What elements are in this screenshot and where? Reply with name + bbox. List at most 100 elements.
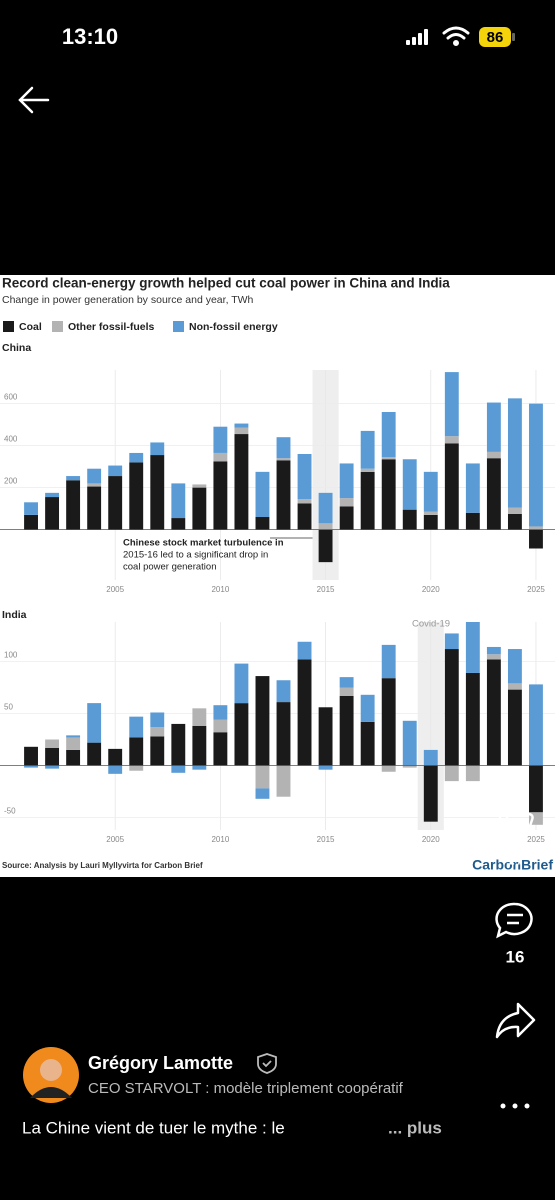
more-button[interactable] (500, 1103, 530, 1109)
bar-segment (339, 463, 354, 499)
status-time: 13:10 (62, 24, 118, 49)
bar-segment (66, 735, 81, 738)
bar-segment (318, 529, 333, 563)
bar-segment (234, 434, 249, 530)
battery-icon (479, 27, 511, 47)
bar-segment (465, 512, 480, 530)
bar-segment (45, 492, 60, 498)
bar-segment (529, 765, 543, 813)
bar-segment (276, 437, 291, 459)
bar-segment (24, 765, 38, 768)
x-tick-label: 2015 (317, 585, 335, 594)
back-button[interactable] (18, 86, 50, 114)
verified-icon (257, 1053, 277, 1074)
bar-segment (381, 412, 396, 458)
bar-segment (360, 471, 375, 530)
bar-segment (297, 454, 312, 500)
bar-segment (360, 694, 375, 722)
bar-segment (255, 788, 270, 799)
x-tick-label: 2020 (422, 585, 440, 594)
share-button[interactable] (495, 1002, 536, 1039)
bar-segment (255, 471, 270, 517)
bar-segment (192, 708, 207, 726)
bar-segment (255, 676, 270, 766)
x-tick-label: 2010 (211, 585, 229, 594)
bar-segment (150, 455, 165, 530)
bar-segment (507, 649, 522, 684)
bar-segment (529, 403, 543, 527)
bar-segment (486, 654, 501, 660)
bar-segment (66, 476, 81, 481)
bar-segment (234, 427, 249, 435)
bar-segment (360, 430, 375, 469)
like-count: 17 (506, 849, 525, 868)
bar-segment (444, 765, 459, 782)
bar-segment (87, 703, 102, 743)
bar-segment (45, 747, 60, 766)
bar-segment (276, 460, 291, 530)
bar-segment (108, 765, 123, 774)
bar-segment (276, 458, 291, 461)
bar-segment (150, 442, 165, 456)
bar-segment (108, 465, 123, 477)
panel-title: India (2, 609, 27, 621)
bar-segment (381, 765, 396, 772)
bar-segment (192, 487, 207, 530)
y-tick-label: 50 (4, 703, 13, 712)
y-tick-label: -50 (4, 807, 16, 816)
bar-segment (339, 506, 354, 530)
bar-segment (45, 765, 60, 769)
bar-segment (529, 526, 543, 530)
battery-tip (512, 33, 515, 41)
bar-segment (486, 402, 501, 452)
bar-segment (213, 426, 228, 453)
bar-segment (381, 459, 396, 530)
bar-segment (297, 641, 312, 660)
bar-segment (150, 712, 165, 728)
figure-title: Record clean-energy growth helped cut co… (2, 276, 450, 291)
bar-segment (423, 511, 438, 515)
bar-segment (87, 742, 102, 766)
figure-logo: CarbonBrief (472, 857, 553, 873)
bar-segment (423, 765, 438, 822)
bar-segment (381, 457, 396, 460)
bar-segment (318, 523, 333, 530)
bar-segment (171, 765, 186, 773)
bar-segment (234, 663, 249, 704)
bar-segment (402, 765, 417, 768)
bar-segment (465, 765, 480, 782)
bar-segment (297, 659, 312, 766)
bar-segment (171, 518, 186, 530)
bar-segment (529, 529, 543, 549)
bar-segment (465, 672, 480, 766)
bar-segment (297, 503, 312, 530)
bar-segment (150, 727, 165, 737)
author-headline: CEO STARVOLT : modèle triplement coopéra… (88, 1080, 404, 1097)
bar-segment (444, 633, 459, 650)
bar-segment (108, 748, 123, 766)
author-name[interactable]: Grégory Lamotte (88, 1053, 233, 1073)
bar-segment (402, 720, 417, 766)
bar-segment (465, 463, 480, 513)
y-tick-label: 100 (4, 651, 18, 660)
bar-segment (507, 513, 522, 530)
legend-label: Coal (19, 321, 42, 333)
bar-segment (24, 746, 38, 766)
like-button[interactable] (498, 800, 534, 837)
bar-segment (87, 483, 102, 487)
bar-segment (276, 680, 291, 703)
bar-segment (192, 726, 207, 766)
bar-segment (486, 646, 501, 655)
bar-segment (129, 716, 144, 738)
bar-segment (192, 765, 207, 770)
comment-button[interactable] (495, 902, 533, 939)
bar-segment (297, 499, 312, 504)
bar-segment (486, 458, 501, 530)
bar-segment (66, 749, 81, 766)
bar-segment (444, 443, 459, 530)
bar-segment (234, 423, 249, 428)
bar-segment (87, 468, 102, 484)
wifi-icon (442, 26, 470, 46)
caption-more[interactable]: ... plus (388, 1118, 442, 1137)
caption-text: La Chine vient de tuer le mythe : le (22, 1118, 285, 1137)
